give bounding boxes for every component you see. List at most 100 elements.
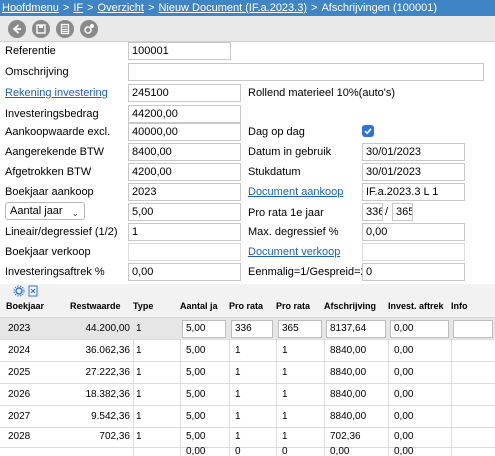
dag-op-dag-label: Dag op dag xyxy=(248,126,305,138)
column-header-aantal-jaar[interactable]: Aantal jaar xyxy=(180,301,218,311)
calculator-button[interactable] xyxy=(56,20,74,38)
breadcrumb-if[interactable]: IF xyxy=(73,2,84,14)
export-excel-icon[interactable] xyxy=(27,285,39,297)
page-title: Afschrijvingen (100001) xyxy=(321,2,438,14)
referentie-field[interactable]: 100001 xyxy=(128,42,231,60)
aantal-jaar-field[interactable]: 5,00 xyxy=(128,203,241,221)
cell-boekjaar: 2024 xyxy=(8,345,31,356)
cell-pro-rata: 1 xyxy=(282,431,288,442)
pro-rata-denominator-field[interactable]: 365 xyxy=(392,203,413,221)
settings-icon[interactable] xyxy=(13,285,25,297)
max-degressief-label: Max. degressief % xyxy=(248,226,339,238)
table-header: Boekjaar Restwaarde Type Aantal jaar Pro… xyxy=(0,298,495,318)
checkmark-icon xyxy=(364,128,372,135)
cell-invest-aftrek: 0,00 xyxy=(394,411,414,422)
column-header-afschrijving[interactable]: Afschrijving xyxy=(324,301,377,311)
dag-op-dag-checkbox[interactable] xyxy=(362,125,374,137)
cell-pro-rata: 1 xyxy=(282,345,288,356)
column-header-restwaarde[interactable]: Restwaarde xyxy=(70,301,121,311)
pro-rata-numerator-field[interactable]: 336 xyxy=(362,203,383,221)
save-icon xyxy=(36,24,46,34)
cell-pro-rata: 0 xyxy=(235,446,241,456)
grid-toolbar xyxy=(0,284,495,298)
rekening-investering-field[interactable]: 245100 xyxy=(128,84,241,102)
investeringsbedrag-field[interactable]: 44200,00 xyxy=(128,105,241,123)
back-button[interactable] xyxy=(8,20,26,38)
breadcrumb-separator: > xyxy=(148,2,155,14)
save-button[interactable] xyxy=(32,20,50,38)
rekening-investering-link[interactable]: Rekening investering xyxy=(5,87,108,99)
investeringsaftrek-field[interactable]: 0,00 xyxy=(128,263,241,281)
max-degressief-field[interactable]: 0,00 xyxy=(362,223,465,241)
toolbar xyxy=(0,16,495,42)
aangerekende-btw-field[interactable]: 8400,00 xyxy=(128,143,241,161)
cell-aantal-jaar: 5,00 xyxy=(186,431,206,442)
cell-invest-aftrek: 0,00 xyxy=(394,446,414,456)
breadcrumb-nieuw-document[interactable]: Nieuw Document (IF.a.2023.3) xyxy=(158,2,308,14)
cell-invest-aftrek-input[interactable]: 0,00 xyxy=(390,320,449,338)
document-verkoop-field[interactable] xyxy=(362,243,465,261)
cell-afschrijving: 8840,00 xyxy=(330,389,367,400)
cell-restwaarde: 27.222,36 xyxy=(85,367,131,378)
stukdatum-label: Stukdatum xyxy=(248,166,301,178)
cell-boekjaar: 2027 xyxy=(8,411,31,422)
boekjaar-verkoop-field[interactable] xyxy=(128,243,241,261)
eenmalig-label: Eenmalig=1/Gespreid=2 xyxy=(248,266,367,278)
afschrijvingen-table: Boekjaar Restwaarde Type Aantal jaar Pro… xyxy=(0,298,495,456)
eenmalig-field[interactable]: 0 xyxy=(362,263,465,281)
table-row[interactable]: 2028 702,36 1 5,00 1 1 702,36 0,00 xyxy=(0,428,495,448)
cell-pro-rata: 1 xyxy=(282,367,288,378)
document-aankoop-field[interactable]: IF.a.2023.3 L 1 xyxy=(362,183,465,201)
boekjaar-aankoop-field[interactable]: 2023 xyxy=(128,183,241,201)
column-header-boekjaar[interactable]: Boekjaar xyxy=(6,301,45,311)
cell-boekjaar: 2028 xyxy=(8,431,31,442)
cell-type: 1 xyxy=(136,345,142,356)
cell-afschrijving: 0,00 xyxy=(330,446,350,456)
cell-aantal-jaar: 0,00 xyxy=(186,446,206,456)
omschrijving-label: Omschrijving xyxy=(5,66,69,78)
settings-button[interactable] xyxy=(80,20,98,38)
aantal-jaar-select[interactable]: Aantal jaar ⌄ xyxy=(5,202,85,220)
aankoopwaarde-field[interactable]: 40000,00 xyxy=(128,123,241,141)
boekjaar-verkoop-label: Boekjaar verkoop xyxy=(5,246,91,258)
column-header-invest-aftrek[interactable]: Invest. aftrek xyxy=(388,301,444,311)
cell-aantal-jaar-input[interactable]: 5,00 xyxy=(182,320,226,338)
cell-type: 1 xyxy=(136,389,142,400)
column-header-pro-rata-2[interactable]: Pro rata xyxy=(276,301,311,311)
afgetrokken-btw-label: Afgetrokken BTW xyxy=(5,166,92,178)
datum-in-gebruik-field[interactable]: 30/01/2023 xyxy=(362,143,465,161)
cell-pro-rata-input[interactable]: 365 xyxy=(278,320,322,338)
table-row[interactable]: 2026 18.382,36 1 5,00 1 1 8840,00 0,00 xyxy=(0,384,495,406)
breadcrumb-separator: > xyxy=(87,2,94,14)
breadcrumb-hoofdmenu[interactable]: Hoofdmenu xyxy=(2,2,59,14)
lineair-field[interactable]: 1 xyxy=(128,223,241,241)
stukdatum-field[interactable]: 30/01/2023 xyxy=(362,163,465,181)
table-row-total[interactable]: 0,00 0 0 0,00 0,00 xyxy=(0,446,495,456)
table-row[interactable]: 2024 36.062,36 1 5,00 1 1 8840,00 0,00 xyxy=(0,340,495,362)
aangerekende-btw-label: Aangerekende BTW xyxy=(5,146,105,158)
cell-invest-aftrek: 0,00 xyxy=(394,345,414,356)
referentie-label: Referentie xyxy=(5,45,56,57)
table-row[interactable]: 2025 27.222,36 1 5,00 1 1 8840,00 0,00 xyxy=(0,362,495,384)
document-aankoop-link[interactable]: Document aankoop xyxy=(248,186,344,198)
cell-restwaarde: 702,36 xyxy=(99,431,130,442)
cell-aantal-jaar: 5,00 xyxy=(186,411,206,422)
afgetrokken-btw-field[interactable]: 4200,00 xyxy=(128,163,241,181)
pro-rata-label: Pro rata 1e jaar xyxy=(248,207,324,219)
document-verkoop-link[interactable]: Document verkoop xyxy=(248,246,341,258)
cell-boekjaar: 2025 xyxy=(8,367,31,378)
omschrijving-field[interactable] xyxy=(128,63,484,81)
column-header-type[interactable]: Type xyxy=(133,301,154,311)
cell-pro-rata: 1 xyxy=(235,367,241,378)
breadcrumb-overzicht[interactable]: Overzicht xyxy=(97,2,144,14)
cell-pro-rata-input[interactable]: 336 xyxy=(231,320,273,338)
table-row[interactable]: 2023 44.200,00 1 5,00 336 365 8137,64 0,… xyxy=(0,318,495,340)
cell-pro-rata: 1 xyxy=(282,389,288,400)
cell-afschrijving-input[interactable]: 8137,64 xyxy=(326,320,386,338)
column-header-pro-rata[interactable]: Pro rata xyxy=(229,301,264,311)
column-header-info[interactable]: Info xyxy=(451,301,468,311)
table-row[interactable]: 2027 9.542,36 1 5,00 1 1 8840,00 0,00 xyxy=(0,406,495,428)
chevron-down-icon: ⌄ xyxy=(71,208,79,218)
cell-invest-aftrek: 0,00 xyxy=(394,431,414,442)
cell-info-input[interactable] xyxy=(453,320,493,338)
